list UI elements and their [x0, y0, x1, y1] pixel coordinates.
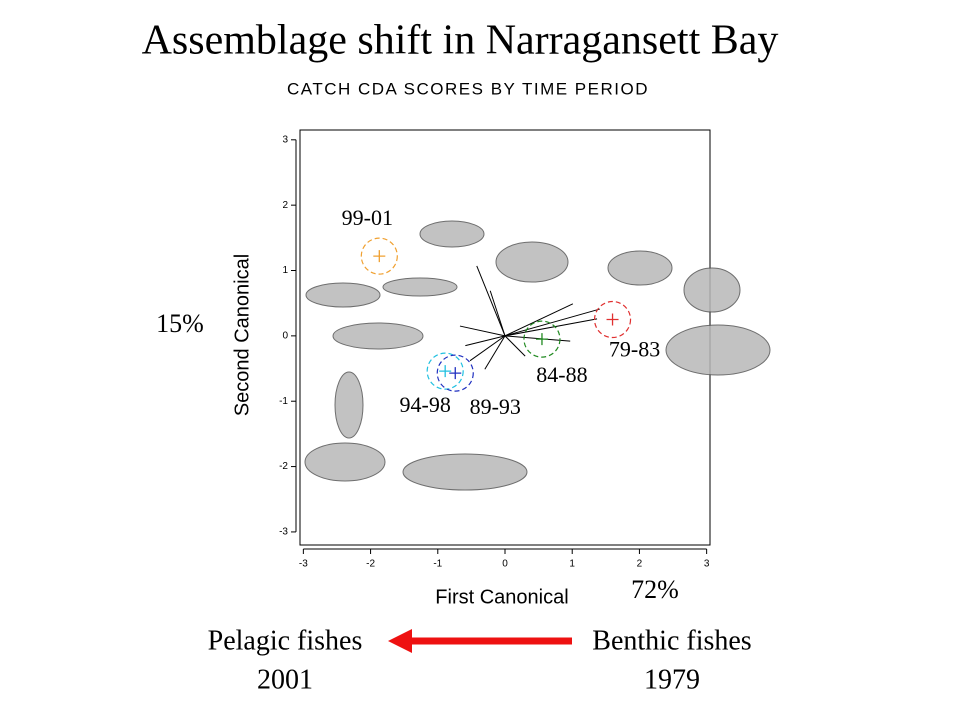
fish-icon: [683, 267, 741, 313]
centroid-plus: [373, 250, 386, 263]
y-tick-label: -2: [279, 461, 288, 472]
group-centroid: [360, 237, 398, 275]
fish-icon: [304, 442, 386, 482]
y-axis-label: Second Canonical: [231, 254, 253, 416]
y-variance: 15%: [156, 309, 204, 338]
centroid-plus: [449, 367, 462, 380]
loading-vector: [504, 303, 574, 337]
centroid-plus: [439, 365, 452, 378]
y-tick-label: 2: [282, 200, 288, 211]
x-tick-label: 3: [704, 559, 710, 570]
x-tick-label: 0: [502, 559, 508, 570]
fish-illustrations: [304, 220, 771, 491]
x-tick-label: -2: [366, 559, 375, 570]
centroid-plus: [606, 313, 619, 326]
x-tick-label: -3: [299, 559, 308, 570]
loading-vector: [469, 335, 506, 362]
group-centroid: [426, 352, 464, 390]
fish-icon: [305, 282, 381, 308]
to-label: Pelagic fishes: [208, 625, 363, 656]
x-tick-label: 1: [569, 559, 575, 570]
y-tick-label: 0: [282, 331, 288, 342]
slide-title: Assemblage shift in Narragansett Bay: [142, 18, 779, 64]
group-centroid: [523, 320, 561, 358]
x-tick-label: -1: [433, 559, 442, 570]
shift-arrowhead: [388, 629, 412, 653]
point-label: 84-88: [536, 362, 587, 387]
point-label: 99-01: [342, 205, 393, 230]
x-axis-label: First Canonical: [435, 586, 568, 608]
y-tick-label: -1: [279, 396, 288, 407]
fish-icon: [495, 241, 569, 283]
fish-icon: [665, 324, 771, 376]
chart-subtitle: CATCH CDA SCORES BY TIME PERIOD: [287, 79, 649, 98]
fish-icon: [607, 250, 673, 286]
fish-icon: [332, 322, 424, 350]
point-label: 89-93: [470, 394, 521, 419]
to-year: 2001: [257, 664, 313, 695]
point-label: 94-98: [400, 392, 451, 417]
fish-icon: [419, 220, 485, 248]
fish-icon: [402, 453, 528, 491]
group-centroid: [593, 300, 632, 339]
point-label: 79-83: [609, 337, 660, 362]
loading-vector: [504, 335, 571, 342]
x-variance: 72%: [631, 575, 679, 604]
centroid-plus: [535, 333, 548, 346]
loading-vector: [489, 290, 506, 337]
from-year: 1979: [644, 664, 700, 695]
y-tick-label: -3: [279, 527, 288, 538]
y-tick-label: 3: [282, 134, 288, 145]
group-centroid: [436, 354, 474, 392]
loading-vector: [484, 335, 506, 370]
loading-vector: [459, 325, 506, 337]
loading-vector: [504, 308, 600, 337]
loading-vector: [465, 335, 506, 347]
y-tick-label: 1: [282, 265, 288, 276]
x-tick-label: 2: [637, 559, 643, 570]
fish-icon: [382, 277, 458, 297]
loading-vector: [476, 265, 506, 337]
from-label: Benthic fishes: [592, 625, 751, 656]
loading-vector: [504, 335, 526, 357]
loading-vector: [504, 318, 598, 337]
fish-icon: [334, 371, 364, 439]
